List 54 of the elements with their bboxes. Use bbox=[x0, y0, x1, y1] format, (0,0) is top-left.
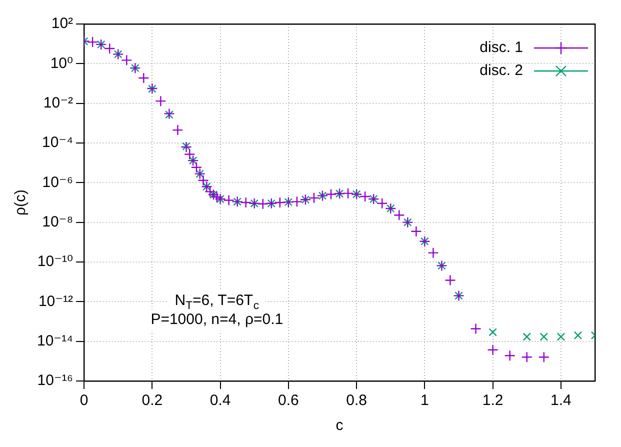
point bbox=[86, 36, 98, 48]
annotation: P=1000, n=4, ρ=0.1 bbox=[150, 310, 284, 328]
y-tick-label: 10⁰ bbox=[50, 54, 74, 72]
point bbox=[376, 198, 388, 210]
y-tick-label: 10⁻¹⁰ bbox=[37, 253, 74, 270]
point bbox=[428, 247, 439, 258]
x-tick-label: 0.2 bbox=[142, 392, 163, 410]
point bbox=[308, 192, 320, 204]
point bbox=[574, 331, 582, 340]
point bbox=[359, 190, 371, 202]
y-tick-label: 10⁻¹⁶ bbox=[37, 372, 74, 390]
x-tick-label: 0.8 bbox=[346, 392, 367, 410]
point bbox=[538, 352, 550, 363]
point bbox=[444, 274, 456, 286]
point bbox=[540, 332, 548, 341]
x-tick-label: 1.2 bbox=[482, 392, 504, 410]
y-tick-label: 10⁻⁴ bbox=[42, 134, 74, 152]
x-tick-label: 0.6 bbox=[278, 392, 299, 410]
y-tick-label: 10⁻² bbox=[43, 94, 74, 112]
y-tick-label: 10⁻¹² bbox=[38, 292, 74, 310]
point bbox=[155, 95, 166, 107]
point bbox=[470, 323, 482, 334]
point bbox=[291, 196, 303, 208]
point bbox=[410, 226, 422, 237]
point bbox=[121, 54, 132, 66]
point bbox=[487, 344, 498, 356]
point bbox=[182, 142, 190, 150]
point bbox=[274, 196, 286, 208]
y-tick-label: 10⁻⁸ bbox=[42, 213, 74, 230]
point bbox=[325, 188, 337, 200]
x-tick-label: 0.4 bbox=[210, 392, 231, 410]
point bbox=[394, 210, 405, 221]
point bbox=[522, 332, 532, 341]
point bbox=[556, 332, 566, 341]
y-tick-label: 10⁻¹⁴ bbox=[36, 332, 74, 350]
y-axis-title: ρ(c) bbox=[12, 189, 30, 216]
point bbox=[521, 352, 532, 363]
point bbox=[504, 350, 516, 362]
x-axis-title: c bbox=[336, 417, 344, 434]
point bbox=[104, 42, 116, 54]
point bbox=[257, 198, 268, 210]
y-tick-label: 10² bbox=[51, 15, 74, 32]
point bbox=[223, 194, 234, 206]
y-tick-label: 10⁻⁶ bbox=[42, 174, 74, 191]
legend-label: disc. 1 bbox=[480, 39, 523, 56]
point bbox=[488, 328, 497, 336]
point bbox=[138, 72, 150, 84]
point bbox=[342, 188, 354, 199]
x-tick-label: 1 bbox=[420, 392, 429, 410]
point bbox=[240, 196, 252, 208]
legend-label: disc. 2 bbox=[480, 62, 523, 79]
x-tick-label: 0 bbox=[80, 392, 88, 410]
point bbox=[172, 124, 184, 136]
x-tick-label: 1.4 bbox=[550, 392, 572, 410]
